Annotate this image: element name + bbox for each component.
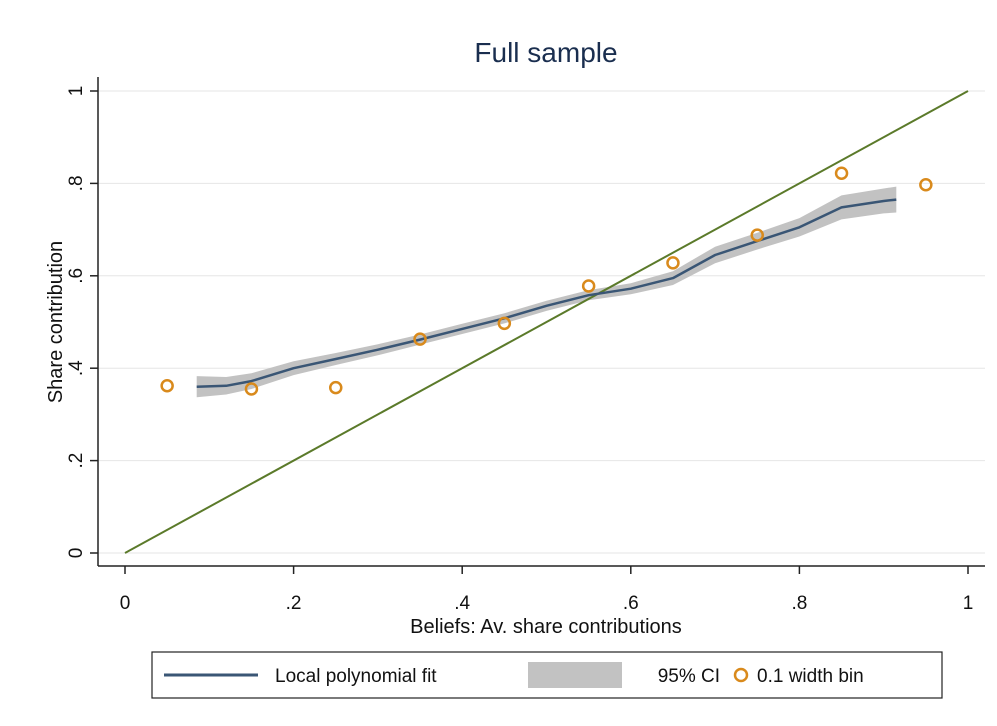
x-tick-label-4: .8: [791, 593, 807, 614]
diagonal-line: [124, 90, 969, 554]
x-tick-label-2: .4: [454, 593, 470, 614]
y-tick-label-0: 0: [66, 548, 87, 559]
bin-point-7: [750, 228, 764, 242]
y-tick-label-4: .8: [66, 175, 87, 191]
legend-bin-label: 0.1 width bin: [757, 666, 864, 687]
x-tick-label-3: .6: [623, 593, 639, 614]
fit-line: [196, 198, 897, 388]
bin-point-4: [497, 316, 512, 331]
axes: 0 .2 .4 .6 .8 1 0 .2 .4 .6 .8 1: [66, 77, 985, 614]
x-tick-label-1: .2: [286, 593, 302, 614]
fit-line-group: [196, 198, 897, 388]
bin-point-2: [329, 380, 343, 395]
legend-ci-swatch: [528, 662, 622, 688]
bin-point-8: [834, 166, 849, 180]
y-tick-label-5: 1: [66, 86, 87, 97]
gridlines: [98, 90, 985, 554]
x-axis-label: Beliefs: Av. share contributions: [410, 616, 682, 638]
legend-bin-swatch: [733, 667, 749, 683]
x-tick-label-0: 0: [120, 593, 131, 614]
x-tick-label-5: 1: [963, 593, 974, 614]
legend-fit-label: Local polynomial fit: [275, 666, 437, 687]
bin-point-6: [666, 256, 680, 270]
plot-area: [98, 77, 985, 566]
diagonal-line-group: [124, 90, 969, 554]
legend-ci-label: 95% CI: [658, 666, 720, 687]
y-axis-label: Share contribution: [45, 241, 67, 403]
bin-point-0: [160, 379, 174, 393]
chart-title: Full sample: [474, 37, 617, 68]
y-tick-label-1: .2: [66, 453, 87, 469]
y-tick-label-3: .6: [66, 268, 87, 284]
bin-points: [160, 166, 933, 396]
bin-point-5: [581, 279, 596, 293]
y-tick-label-2: .4: [66, 360, 87, 376]
bin-point-1: [244, 382, 259, 396]
bin-point-3: [413, 332, 427, 346]
legend: Local polynomial fit 95% CI 0.1 width bi…: [151, 651, 943, 699]
bin-point-9: [919, 178, 933, 192]
